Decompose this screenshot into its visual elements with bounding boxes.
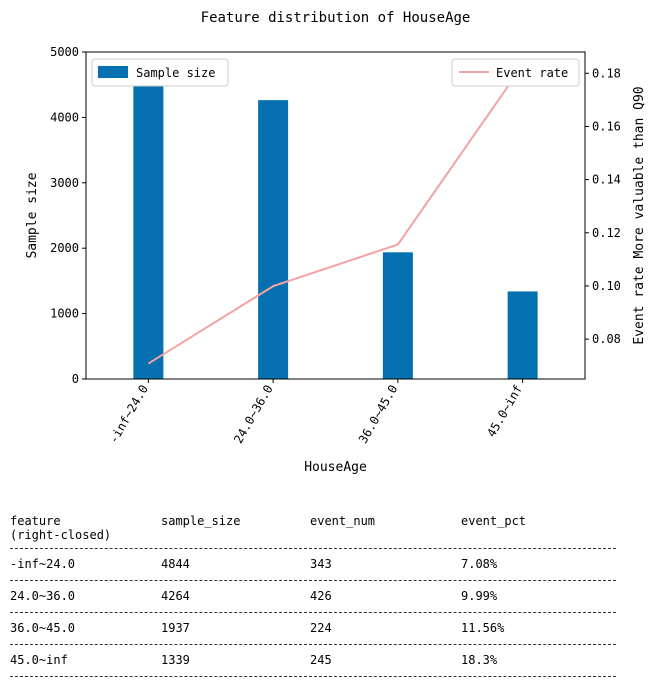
cell-event-pct: 7.08% <box>461 557 498 571</box>
legend-bar-label: Sample size <box>136 66 215 80</box>
cell-sample-size: 4844 <box>161 557 190 571</box>
x-tick-label: -inf~24.0 <box>106 383 151 446</box>
y2-tick-label: 0.10 <box>592 279 621 293</box>
x-tick-label: 24.0~36.0 <box>231 383 276 446</box>
cell-sample-size: 1339 <box>161 653 190 667</box>
y2-tick-label: 0.14 <box>592 173 621 187</box>
cell-event-num: 245 <box>310 653 332 667</box>
x-tick-label: 36.0~45.0 <box>356 383 401 446</box>
cell-event-pct: 9.99% <box>461 589 498 603</box>
cell-feature: 36.0~45.0 <box>10 621 76 635</box>
x-axis-label: HouseAge <box>304 460 367 475</box>
header-feature: feature (right-closed) <box>10 514 112 542</box>
y2-axis-label: Event rate More valuable than Q90 <box>632 86 647 344</box>
series-line <box>147 64 524 365</box>
cell-feature: 24.0~36.0 <box>10 589 76 603</box>
cell-feature: 45.0~inf <box>10 653 68 667</box>
y2-tick-label: 0.18 <box>592 66 621 80</box>
stats-table: feature (right-closed) sample_size event… <box>10 508 616 677</box>
cell-event-num: 224 <box>310 621 332 635</box>
y-tick-label: 3000 <box>50 176 79 190</box>
y-tick-label: 4000 <box>50 110 79 124</box>
y-tick-label: 5000 <box>50 45 79 59</box>
plot-frame <box>85 51 586 380</box>
cell-event-num: 426 <box>310 589 332 603</box>
cell-feature: -inf~24.0 <box>10 557 76 571</box>
y-tick-label: 2000 <box>50 241 79 255</box>
header-event-num: event_num <box>310 514 376 528</box>
header-event-pct: event_pct <box>461 514 527 528</box>
y-tick-label: 1000 <box>50 307 79 321</box>
table-row: -inf~24.0 4844 343 7.08% <box>10 549 616 581</box>
bar <box>507 291 538 379</box>
cell-event-pct: 18.3% <box>461 653 498 667</box>
table-row: 45.0~inf 1339 245 18.3% <box>10 645 616 677</box>
header-sample-size: sample_size <box>161 514 241 528</box>
bar <box>133 62 164 380</box>
y-axis-label: Sample size <box>25 172 40 258</box>
bar <box>382 252 413 379</box>
legend-line-box <box>451 58 580 87</box>
legend-bar-box <box>91 58 229 87</box>
cell-event-pct: 11.56% <box>461 621 505 635</box>
cell-sample-size: 1937 <box>161 621 190 635</box>
y2-tick-label: 0.08 <box>592 332 621 346</box>
table-row: 36.0~45.0 1937 224 11.56% <box>10 613 616 645</box>
table-header-row: feature (right-closed) sample_size event… <box>10 508 616 549</box>
x-tick-label: 45.0~inf <box>484 383 525 440</box>
table-row: 24.0~36.0 4264 426 9.99% <box>10 581 616 613</box>
y2-tick-label: 0.12 <box>592 226 621 240</box>
y-tick-label: 0 <box>72 372 79 386</box>
legend-bar-swatch <box>98 66 128 78</box>
bar <box>258 100 289 379</box>
chart: Feature distribution of HouseAge 0 1000 200… <box>25 10 647 475</box>
chart-title: Feature distribution of HouseAge <box>201 10 471 26</box>
legend-line-label: Event rate <box>496 66 568 80</box>
y2-tick-label: 0.16 <box>592 119 621 133</box>
cell-sample-size: 4264 <box>161 589 190 603</box>
cell-event-num: 343 <box>310 557 332 571</box>
